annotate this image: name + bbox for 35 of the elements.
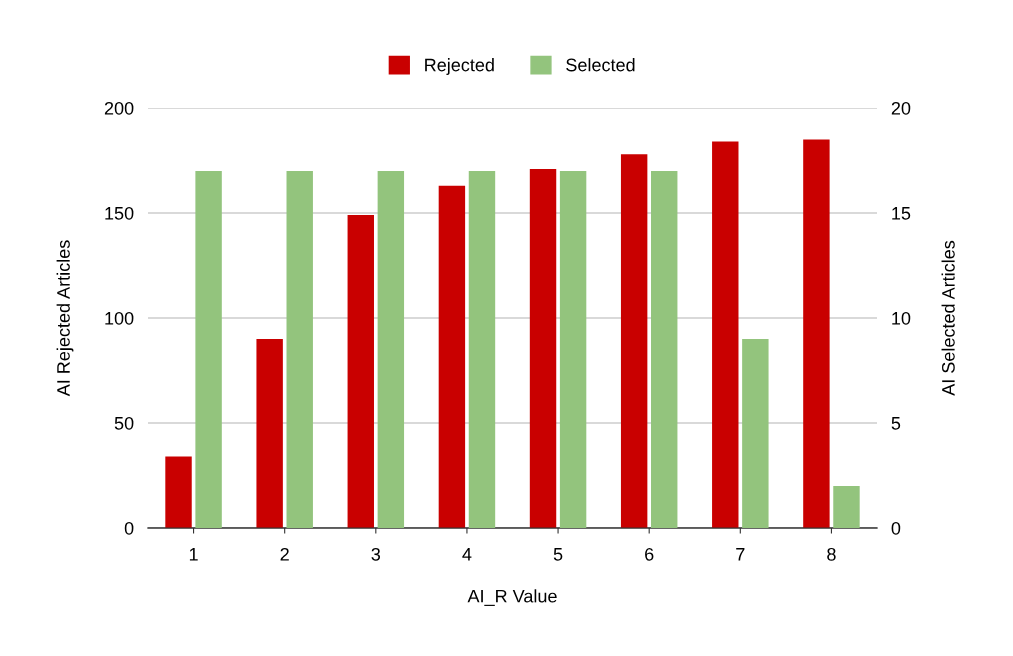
y-tick-label: 50 [114, 416, 134, 430]
y-tick-label: 200 [104, 101, 134, 115]
x-tick-label: 5 [553, 548, 563, 561]
bar [712, 141, 739, 528]
x-tick-label: 8 [827, 547, 836, 561]
y-tick-label: 150 [105, 206, 134, 220]
bar [742, 339, 769, 528]
bar [377, 171, 405, 528]
y2-tick-label: 0 [891, 521, 901, 535]
y2-axis-title: AI Selected Articles [941, 240, 955, 396]
bar [195, 171, 222, 528]
y2-tick-label: 10 [892, 311, 911, 325]
x-tick-label: 6 [645, 547, 654, 561]
x-axis-title: AI_R Value [467, 589, 557, 606]
x-tick-label: 7 [736, 548, 745, 561]
bar [286, 171, 313, 528]
y2-tick-label: 5 [891, 417, 901, 430]
x-tick-label: 1 [189, 548, 198, 561]
bar [347, 215, 374, 528]
bar [833, 486, 860, 528]
bar [651, 171, 678, 528]
legend-label: Selected [566, 58, 635, 72]
x-tick-label: 3 [371, 547, 381, 561]
bar [620, 154, 648, 528]
y2-tick-label: 15 [892, 207, 911, 220]
bar [803, 139, 830, 528]
y-axis-title: AI Rejected Articles [56, 240, 74, 397]
y-tick-label: 0 [124, 521, 134, 535]
bar [165, 456, 192, 528]
y-tick-label: 100 [105, 311, 134, 325]
bar [256, 339, 283, 528]
legend-label: Rejected [425, 58, 494, 75]
x-tick-label: 2 [280, 547, 289, 561]
y2-tick-label: 20 [891, 101, 911, 115]
x-tick-label: 4 [462, 548, 472, 561]
